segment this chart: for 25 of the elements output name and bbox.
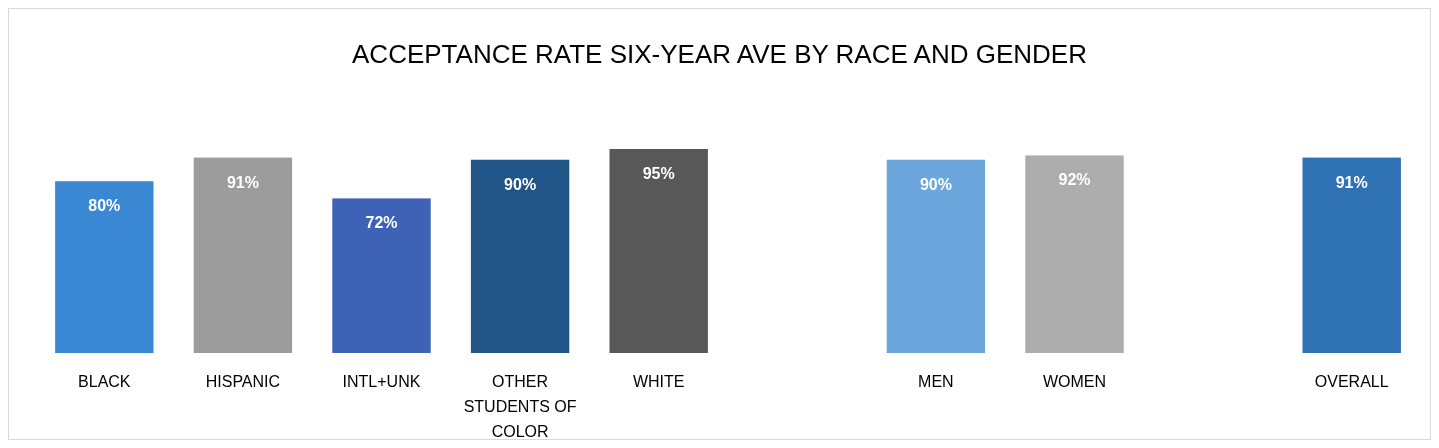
x-tick-label: OVERALL (1314, 373, 1389, 390)
data-label: 95% (642, 165, 675, 182)
data-label: 92% (1058, 171, 1091, 189)
x-tick-label: WHITE (632, 373, 685, 390)
bar (886, 159, 986, 353)
bar (470, 159, 570, 353)
x-tick-label: WOMEN (1042, 373, 1107, 390)
data-label: 90% (504, 175, 537, 193)
x-tick-label: HISPANIC (205, 373, 281, 390)
bar (332, 198, 431, 353)
bar (193, 157, 293, 353)
x-tick-label: OTHER STUDENTS OF COLOR (463, 373, 577, 440)
data-label: 72% (365, 214, 398, 232)
data-label: 80% (88, 197, 121, 215)
data-label: 91% (226, 173, 259, 191)
x-tick-label: MEN (918, 373, 954, 390)
bar (1025, 155, 1124, 353)
bar (609, 149, 708, 353)
x-tick-label: INTL+UNK (342, 373, 421, 390)
data-label: 90% (919, 175, 952, 193)
x-tick-label: BLACK (78, 373, 131, 390)
bar (55, 181, 154, 353)
chart-title: ACCEPTANCE RATE SIX-YEAR AVE BY RACE AND GENDER (352, 39, 1087, 69)
data-label: 91% (1335, 173, 1368, 191)
bar (1302, 157, 1401, 353)
